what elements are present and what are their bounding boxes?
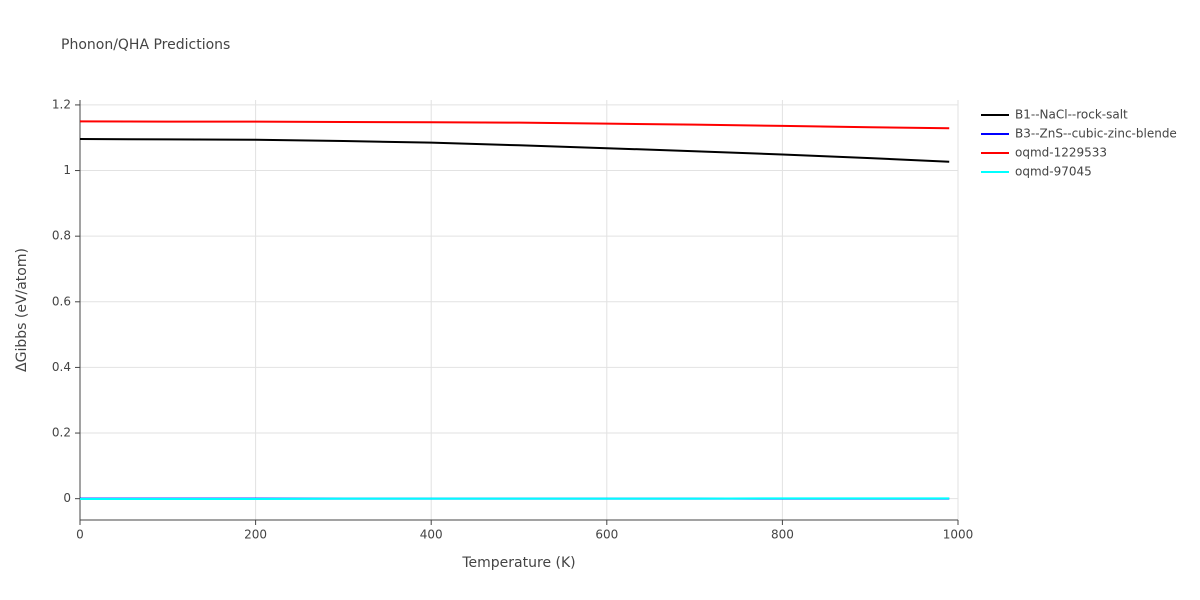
x-tick-label: 1000: [943, 528, 974, 542]
y-tick-label: 1: [63, 163, 71, 177]
x-tick-label: 400: [420, 528, 443, 542]
y-tick-label: 0.8: [52, 229, 71, 243]
legend-label[interactable]: B3--ZnS--cubic-zinc-blende: [1015, 127, 1177, 141]
y-tick-label: 0.6: [52, 294, 71, 308]
chart-title: Phonon/QHA Predictions: [61, 37, 230, 53]
x-tick-label: 800: [771, 528, 794, 542]
y-axis-title: ΔGibbs (eV/atom): [14, 248, 30, 372]
y-tick-label: 1.2: [52, 97, 71, 111]
x-tick-label: 0: [76, 528, 84, 542]
legend-label[interactable]: B1--NaCl--rock-salt: [1015, 108, 1128, 122]
legend-label[interactable]: oqmd-1229533: [1015, 146, 1107, 160]
line: [79, 120, 950, 130]
y-tick-label: 0: [63, 491, 71, 505]
x-tick-label: 600: [595, 528, 618, 542]
y-tick-label: 0.2: [52, 426, 71, 440]
x-axis-title: Temperature (K): [461, 555, 575, 571]
legend-label[interactable]: oqmd-97045: [1015, 165, 1092, 179]
line: [79, 138, 950, 163]
y-tick-label: 0.4: [52, 360, 71, 374]
x-tick-label: 200: [244, 528, 267, 542]
line: [80, 497, 950, 500]
